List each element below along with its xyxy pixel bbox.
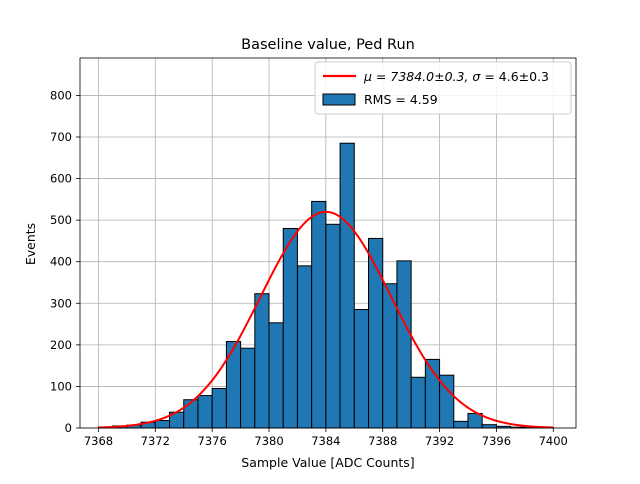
histogram-bar	[212, 389, 226, 428]
x-tick-label: 7388	[368, 434, 397, 448]
x-tick-label: 7368	[84, 434, 113, 448]
y-tick-label: 300	[50, 296, 72, 310]
y-tick-label: 500	[50, 213, 72, 227]
x-tick-label: 7400	[539, 434, 568, 448]
histogram-bar	[454, 421, 468, 428]
legend-fit-label: μ = 7384.0±0.3, σ = 4.6±0.3	[363, 69, 549, 84]
histogram-bar	[155, 421, 169, 428]
histogram-bar	[411, 377, 425, 428]
y-tick-label: 200	[50, 338, 72, 352]
x-tick-label: 7376	[198, 434, 227, 448]
y-tick-label: 800	[50, 88, 72, 102]
legend: μ = 7384.0±0.3, σ = 4.6±0.3 RMS = 4.59	[315, 62, 571, 114]
histogram-bar	[198, 396, 212, 428]
x-tick-label: 7384	[311, 434, 340, 448]
histogram-bar	[241, 348, 255, 428]
x-tick-label: 7380	[254, 434, 283, 448]
histogram-bar	[283, 228, 297, 428]
histogram-bar	[255, 294, 269, 428]
x-axis-ticks: 7368 7372 7376 7380 7384 7388 7392 7396 7400	[84, 428, 568, 448]
histogram-bar	[340, 143, 354, 428]
histogram-bar	[482, 425, 496, 428]
y-axis-label: Events	[23, 223, 38, 265]
legend-histogram-label: RMS = 4.59	[364, 92, 438, 107]
chart-title: Baseline value, Ped Run	[241, 37, 415, 53]
histogram-bar	[326, 224, 340, 428]
histogram-bar	[397, 261, 411, 428]
x-axis-label: Sample Value [ADC Counts]	[241, 455, 414, 470]
y-tick-label: 700	[50, 130, 72, 144]
y-tick-label: 400	[50, 255, 72, 269]
y-tick-label: 0	[65, 421, 72, 435]
histogram-bar	[184, 400, 198, 428]
histogram-bar	[312, 201, 326, 428]
y-tick-label: 600	[50, 172, 72, 186]
legend-histogram-swatch	[323, 94, 355, 105]
histogram-bar	[269, 323, 283, 428]
x-tick-label: 7396	[482, 434, 511, 448]
histogram-bar	[297, 266, 311, 428]
x-tick-label: 7392	[425, 434, 454, 448]
y-axis-ticks: 0 100 200 300 400 500 600 700 800	[50, 88, 80, 435]
histogram-bar	[226, 342, 240, 428]
histogram-bar	[354, 310, 368, 428]
x-tick-label: 7372	[141, 434, 170, 448]
y-tick-label: 100	[50, 379, 72, 393]
